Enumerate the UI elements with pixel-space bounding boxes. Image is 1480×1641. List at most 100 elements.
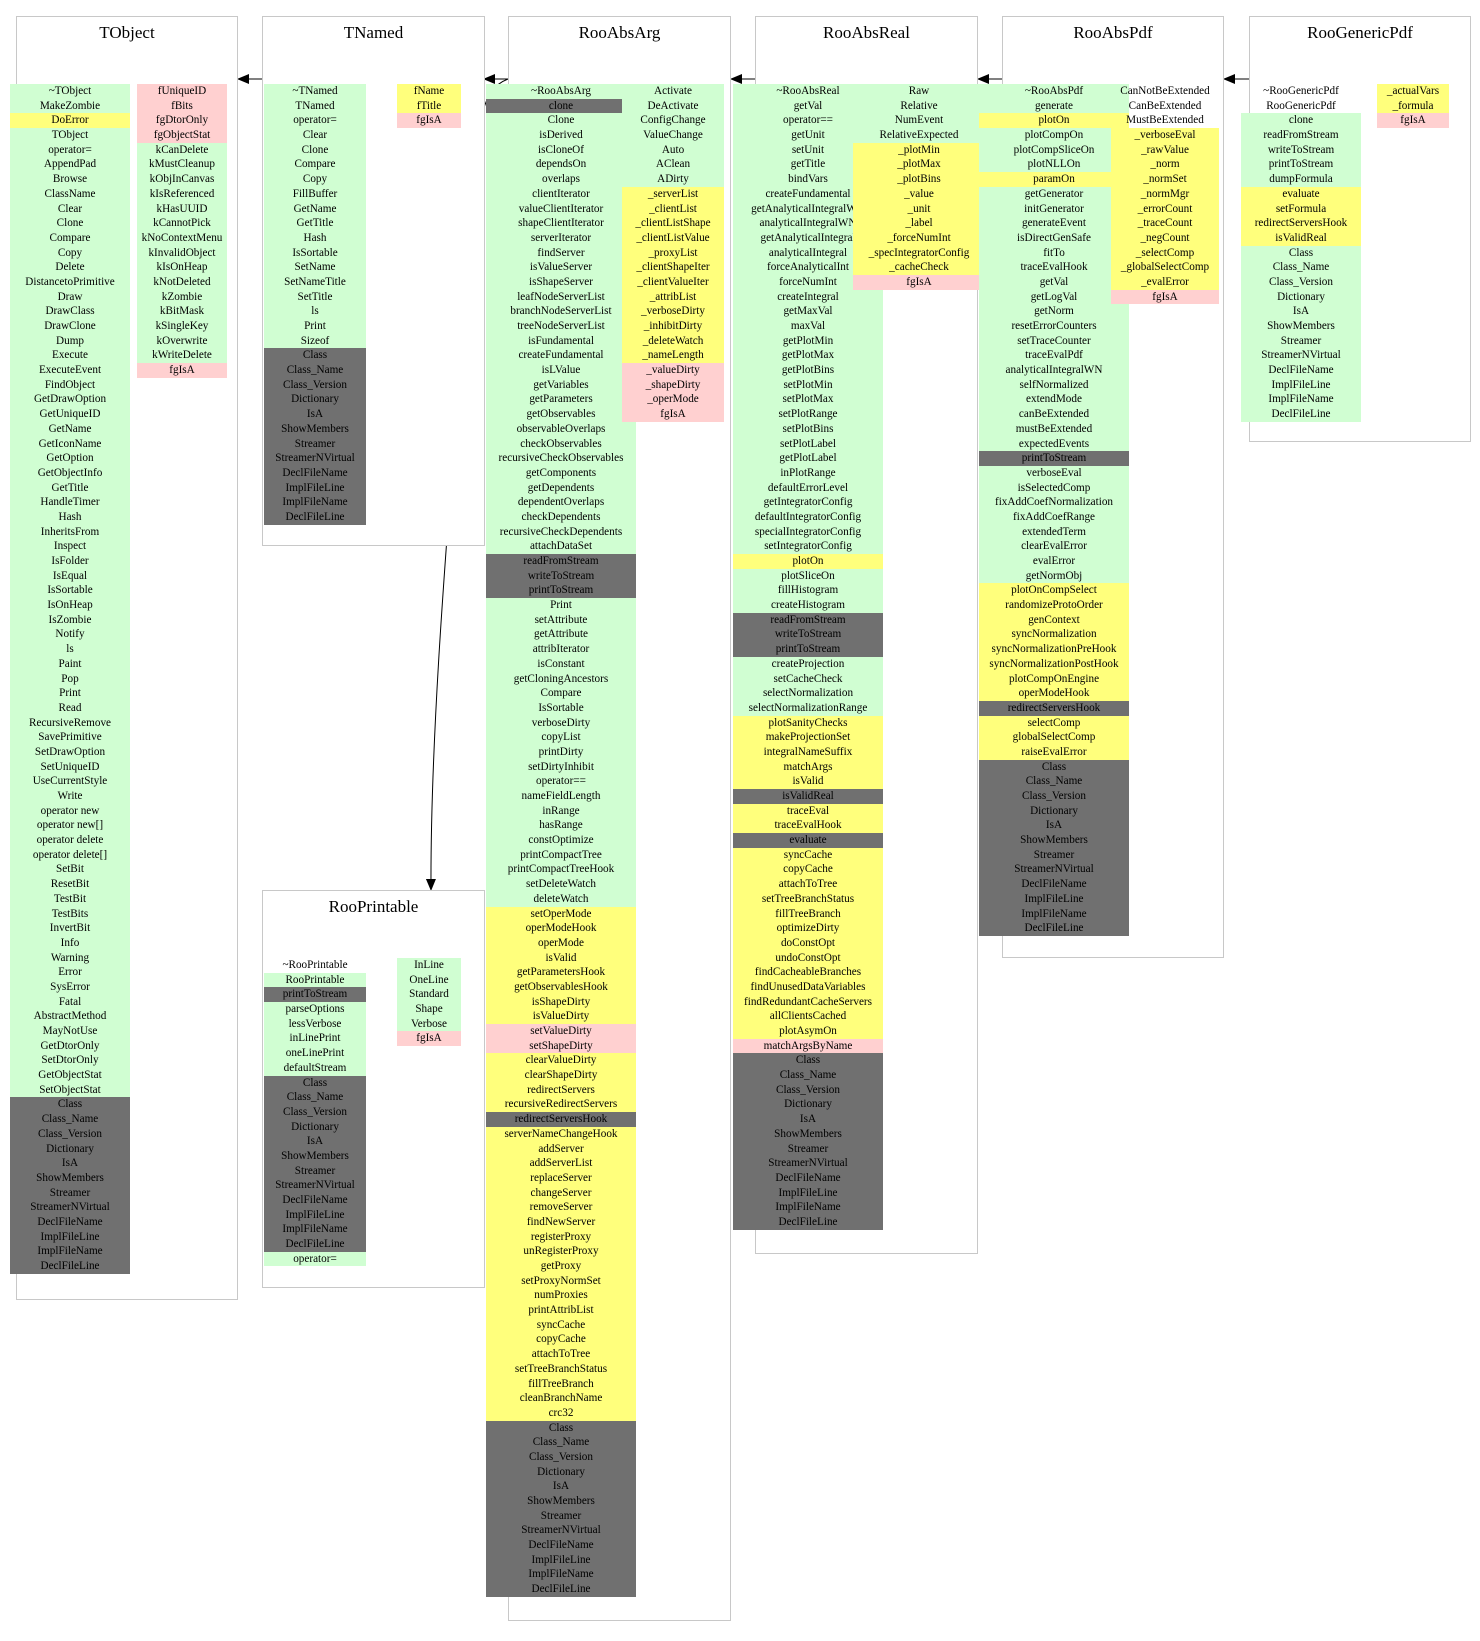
method-rooabspdf: ~RooAbsPdf (979, 84, 1129, 99)
method-issortable: IsSortable (264, 245, 366, 261)
method-findserver: findServer (486, 245, 636, 261)
method-getdtoronly: GetDtorOnly (10, 1038, 130, 1054)
method-fitto: fitTo (979, 245, 1129, 261)
member-column: InLine OneLine Standard Shape Verbose fgIsA (339, 958, 519, 1047)
method-implfileline: ImplFileLine (1241, 377, 1361, 393)
method-column: ~RooPrintable RooPrintable printToStream pa… (225, 958, 405, 1267)
member-column: Raw Relative NumEvent RelativeExpected _plot… (829, 84, 1009, 290)
method-compare: Compare (486, 686, 636, 701)
method-getunit: getUnit (733, 128, 883, 143)
method-analyticalintegralwn: analyticalIntegralWN (733, 216, 883, 231)
method-constoptimize: constOptimize (486, 833, 636, 848)
method-changeserver: changeServer (486, 1185, 636, 1201)
method-dictionary: Dictionary (486, 1464, 636, 1480)
member-cannotbeextended: CanNotBeExtended (1120, 85, 1210, 97)
class-title: TNamed (343, 23, 404, 42)
method-onelineprint: oneLinePrint (264, 1046, 366, 1061)
method-isa: IsA (733, 1112, 883, 1127)
method-checkdependents: checkDependents (486, 509, 636, 525)
method-dictionary: Dictionary (10, 1141, 130, 1157)
method-getcomponents: getComponents (486, 465, 636, 481)
member-column: Activate DeActivate ConfigChange ValueChang… (583, 84, 763, 422)
method-traceevalhook: traceEvalHook (979, 260, 1129, 275)
method-setplotrange: setPlotRange (733, 407, 883, 422)
method-deletewatch: deleteWatch (486, 891, 636, 907)
method-plotcompon: plotCompOn (979, 128, 1129, 143)
member-kobjincanvas: kObjInCanvas (137, 172, 227, 187)
member-namelength: _nameLength (622, 348, 724, 364)
method-writetostream: writeToStream (486, 568, 636, 584)
method-roogenericpdf: RooGenericPdf (1266, 99, 1336, 112)
method-settreebranchstatus: setTreeBranchStatus (486, 1361, 636, 1377)
method-clear: Clear (264, 128, 366, 143)
method-tobject: ~TObject (10, 84, 130, 99)
method-plotsliceon: plotSliceOn (733, 568, 883, 584)
method-class-name: Class_Name (264, 1090, 366, 1105)
method-expectedevents: expectedEvents (979, 436, 1129, 452)
method-roogenericpdf: ~RooGenericPdf (1263, 85, 1339, 97)
method-isequal: IsEqual (10, 568, 130, 584)
member-errorcount: _errorCount (1111, 201, 1219, 217)
method-setplotmax: setPlotMax (733, 392, 883, 408)
method-findnewserver: findNewServer (486, 1214, 636, 1230)
method-makezombie: MakeZombie (10, 98, 130, 114)
class-title: RooPrintable (328, 897, 419, 916)
method-getattribute: getAttribute (486, 627, 636, 643)
method-implfileline: ImplFileLine (486, 1552, 636, 1568)
method-clone: clone (1241, 113, 1361, 129)
member-cachecheck: _cacheCheck (853, 260, 985, 275)
method-isvalid: isValid (733, 774, 883, 789)
member-plotbins: _plotBins (853, 172, 985, 187)
member-auto: Auto (622, 142, 724, 158)
method-redirectservershook: redirectServersHook (1241, 216, 1361, 231)
member-fname: fName (397, 84, 461, 99)
method-streamernvirtual: StreamerNVirtual (264, 451, 366, 466)
class-title: RooGenericPdf (1307, 23, 1413, 42)
member-aclean: AClean (622, 157, 724, 173)
method-declfileline: DeclFileLine (264, 509, 366, 525)
method-copycache: copyCache (486, 1332, 636, 1348)
method-declfileline: DeclFileLine (264, 1237, 366, 1252)
member-opermode: _operMode (622, 392, 724, 408)
method-error: Error (10, 965, 130, 980)
method-dictionary: Dictionary (1241, 289, 1361, 305)
method-redirectservershook: redirectServersHook (979, 700, 1129, 716)
method-plotoncompselect: plotOnCompSelect (979, 583, 1129, 599)
method-column: ~TNamed TNamed operator= Clear Clone Compare C… (225, 84, 405, 525)
member-activate: Activate (622, 84, 724, 99)
method-filltreebranch: fillTreeBranch (733, 906, 883, 922)
method-integralnamesuffix: integralNameSuffix (733, 744, 883, 760)
method-iscloneof: isCloneOf (486, 142, 636, 158)
method-implfilename: ImplFileName (733, 1200, 883, 1215)
method-isvalid: isValid (486, 950, 636, 966)
member-fgisa: fgIsA (137, 363, 227, 378)
method-hash: Hash (10, 509, 130, 525)
method-printtostream: printToStream (486, 583, 636, 599)
method-setname: SetName (264, 260, 366, 275)
method-implfilename: ImplFileName (486, 1567, 636, 1583)
method-overlaps: overlaps (486, 172, 636, 187)
method-implfilename: ImplFileName (10, 1244, 130, 1259)
member-fgisa: fgIsA (397, 113, 461, 129)
member-ftitle: fTitle (397, 98, 461, 114)
method-drawclone: DrawClone (10, 319, 130, 334)
member-mustbeextended: MustBeExtended (1126, 114, 1204, 127)
member-kisonheap: kIsOnHeap (137, 260, 227, 275)
method-print: Print (10, 686, 130, 701)
method-clearshapedirty: clearShapeDirty (486, 1068, 636, 1083)
member-formula: _formula (1377, 98, 1449, 114)
member-kinvalidobject: kInvalidObject (137, 245, 227, 261)
method-setplotbins: setPlotBins (733, 421, 883, 437)
method-distancetoprimitive: DistancetoPrimitive (10, 274, 130, 290)
method-saveprimitive: SavePrimitive (10, 730, 130, 745)
member-canbeextended: CanBeExtended (1128, 99, 1202, 112)
member-valuedirty: _valueDirty (622, 363, 724, 378)
method-inlineprint: inLinePrint (264, 1031, 366, 1047)
method-compare: Compare (10, 230, 130, 246)
method-testbit: TestBit (10, 891, 130, 907)
method-declfilename: DeclFileName (979, 877, 1129, 892)
method-class-name: Class_Name (979, 774, 1129, 789)
member-oneline: OneLine (397, 972, 461, 988)
member-forcenumint: _forceNumInt (853, 230, 985, 246)
method-clone: Clone (10, 216, 130, 231)
